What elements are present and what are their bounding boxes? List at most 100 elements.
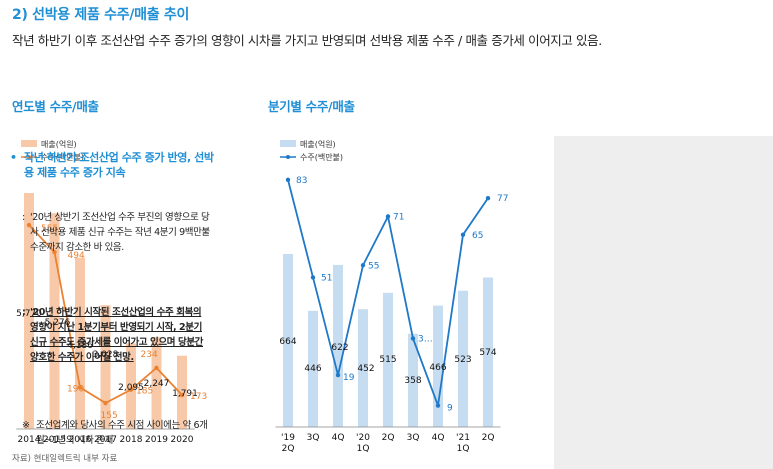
line-value-label: 83 xyxy=(296,176,307,186)
section-title: 2) 선박용 제품 수주/매출 추이 xyxy=(12,7,190,23)
bar xyxy=(177,355,187,429)
line-point xyxy=(310,275,316,280)
x-tick-label: 3Q xyxy=(407,433,420,443)
bar-value-label: 2,095 xyxy=(118,383,144,393)
bar xyxy=(433,305,443,427)
x-tick-label: '20 xyxy=(356,433,370,443)
line-point xyxy=(385,214,391,219)
line-point xyxy=(335,372,341,378)
x-tick-label: 1Q xyxy=(457,444,470,454)
line-value-label: 77 xyxy=(497,194,508,204)
legend-label: 매출(억원) xyxy=(300,139,336,149)
bar-value-label: 1,791 xyxy=(172,389,198,399)
line-point xyxy=(154,365,159,371)
x-tick-label: '21 xyxy=(456,433,470,443)
x-tick-label: 4Q xyxy=(432,433,445,443)
legend-bar-swatch xyxy=(21,140,37,147)
line-point xyxy=(77,385,83,390)
line-value-label: 190 xyxy=(67,384,84,394)
line-point xyxy=(360,263,366,268)
line-point xyxy=(460,232,466,237)
line-value-label: 55 xyxy=(368,261,379,271)
quarterly-chart-title: 분기별 수주/매출 xyxy=(268,99,355,114)
line-value-label: 155 xyxy=(101,411,118,421)
bar-value-label: 515 xyxy=(379,355,396,365)
summary-item: : '20년 하반기 시작된 조선산업의 수주 회복의 영향이 지난 1분기부터… xyxy=(22,305,210,365)
x-tick-label: 2015 xyxy=(43,435,66,445)
bar xyxy=(458,290,468,427)
summary-headline-text: 작년 하반기 조선산업 수주 증가 반영, 선박용 제품 수주 증가 지속 xyxy=(24,151,214,179)
section-description: 작년 하반기 이후 조선산업 수주 증가의 영향이 시차를 가지고 반영되며 선… xyxy=(12,33,602,48)
legend-line-marker xyxy=(27,155,31,159)
item-marker: : xyxy=(22,307,26,318)
bar xyxy=(308,310,318,427)
bar-value-label: 452 xyxy=(357,364,374,374)
x-tick-label: 2Q xyxy=(382,433,395,443)
line-value-label: 3… xyxy=(418,334,433,344)
line-point xyxy=(52,249,57,255)
legend-line-marker xyxy=(286,155,290,159)
item-marker: : xyxy=(22,212,25,223)
summary-box xyxy=(554,136,773,469)
bar-value-label: 4,186 xyxy=(67,341,93,351)
bar xyxy=(126,343,136,429)
line-value-label: 51 xyxy=(321,273,332,283)
bar xyxy=(49,213,60,429)
annual-chart-title: 연도별 수주/매출 xyxy=(12,99,99,114)
line-point xyxy=(103,400,108,406)
legend-bar-swatch xyxy=(280,140,296,147)
x-tick-label: 2019 xyxy=(145,435,168,445)
bar-value-label: 446 xyxy=(304,364,321,374)
bar xyxy=(358,309,368,427)
bar xyxy=(75,257,85,429)
bar-value-label: 5,770 xyxy=(16,309,42,319)
line-value-label: 173 xyxy=(190,392,207,402)
line-value-label: 494 xyxy=(68,251,85,261)
bar xyxy=(383,292,393,427)
line-point xyxy=(435,403,441,408)
bar-value-label: 574 xyxy=(479,348,496,358)
x-tick-label: 4Q xyxy=(332,433,345,443)
line-point xyxy=(285,177,291,183)
bar-value-label: 664 xyxy=(279,337,296,347)
bar xyxy=(100,305,111,429)
bar-value-label: 3,028 xyxy=(93,350,119,360)
bar-value-label: 622 xyxy=(331,343,348,353)
line-value-label: 19 xyxy=(343,373,355,383)
line-point xyxy=(485,195,491,201)
x-tick-label: 2020 xyxy=(171,435,194,445)
legend-label: 수주(백만불) xyxy=(41,152,84,162)
summary-item: : '20년 상반기 조선산업 수주 부진의 영향으로 당사 선박용 제품 신규… xyxy=(22,210,210,255)
bar-value-label: 466 xyxy=(429,363,446,373)
x-tick-label: 3Q xyxy=(307,433,320,443)
summary-note: ※ 조선업계와 당사의 수주 시점 사이에는 약 6개월~1년의 시차 존재 xyxy=(22,418,212,448)
bar-value-label: 2,247 xyxy=(144,379,170,389)
summary-note-text: 조선업계와 당사의 수주 시점 사이에는 약 6개월~1년의 시차 존재 xyxy=(36,420,208,446)
line-value-label: 234 xyxy=(141,350,158,360)
line-point xyxy=(128,387,134,392)
bar-value-label: 358 xyxy=(404,376,421,386)
bar xyxy=(483,277,493,427)
line-point xyxy=(26,222,32,228)
line-point xyxy=(410,336,416,341)
line-value-label: 65 xyxy=(472,231,483,241)
bar xyxy=(408,333,418,427)
line-value-label: 555 xyxy=(41,224,58,234)
x-tick-label: 2014 xyxy=(18,435,41,445)
summary-item-text: '20년 상반기 조선산업 수주 부진의 영향으로 당사 선박용 제품 신규 수… xyxy=(30,212,210,253)
summary-headline: • 작년 하반기 조선산업 수주 증가 반영, 선박용 제품 수주 증가 지속 xyxy=(10,150,214,180)
bar-value-label: 5,276 xyxy=(45,318,71,328)
line-point xyxy=(179,392,185,398)
x-tick-label: 1Q xyxy=(357,444,370,454)
line-value-label: 185 xyxy=(136,387,153,397)
x-tick-label: 2017 xyxy=(94,435,117,445)
bar xyxy=(151,337,162,429)
bar xyxy=(333,264,343,427)
x-tick-label: 2Q xyxy=(482,433,495,443)
bar-value-label: 523 xyxy=(454,355,471,365)
bullet-icon: • xyxy=(10,151,17,164)
bar xyxy=(283,254,293,427)
x-tick-label: 2016 xyxy=(69,435,92,445)
